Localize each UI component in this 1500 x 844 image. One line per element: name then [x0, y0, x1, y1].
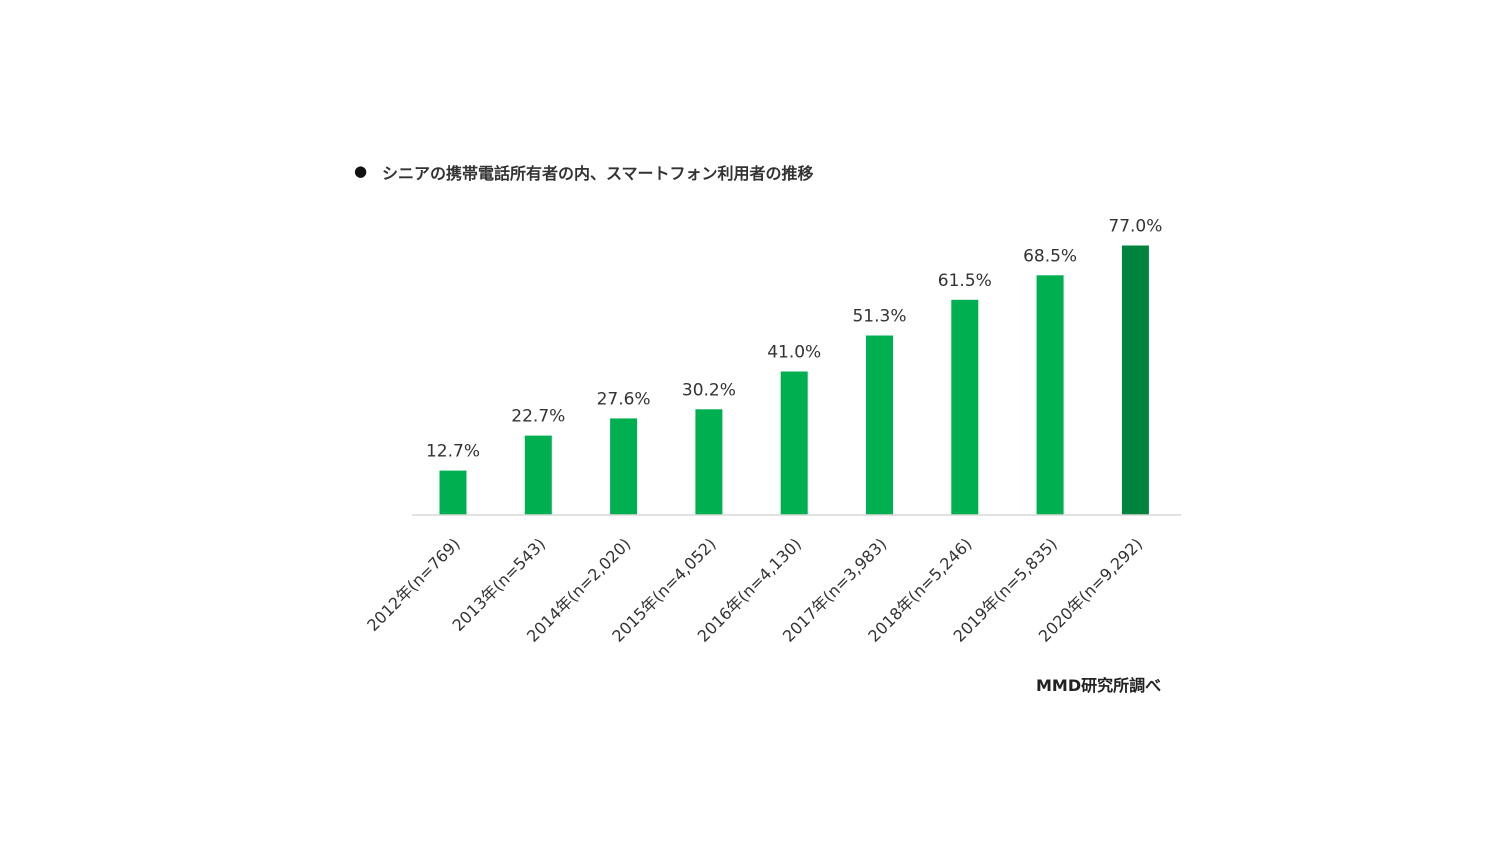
category-label-0: 2012年(n=769) — [363, 534, 464, 635]
category-label-1: 2013年(n=543) — [449, 534, 550, 635]
bar-2 — [610, 418, 638, 515]
bars-group — [439, 245, 1149, 516]
data-label-0: 12.7% — [426, 442, 480, 462]
data-labels-group: 12.7% 22.7% 27.6% 30.2% 41.0% 51.3% 61.5% 68.5%… — [426, 217, 1162, 462]
chart-title: シニアの携帯電話所有者の内、スマートフォン利用者の推移 — [382, 164, 814, 183]
data-label-3: 30.2% — [682, 380, 736, 400]
data-label-5: 51.3% — [852, 307, 906, 327]
data-label-7: 68.5% — [1023, 246, 1077, 266]
data-label-2: 27.6% — [597, 389, 651, 409]
category-labels-group: 2012年(n=769)2013年(n=543)2014年(n=2,020)20… — [363, 534, 1146, 645]
title-bullet: ● — [354, 162, 368, 180]
bar-8 — [1121, 245, 1149, 515]
source-note: MMD研究所調べ — [1036, 676, 1162, 695]
data-label-6: 61.5% — [938, 271, 992, 291]
bar-5 — [866, 335, 893, 515]
bar-6 — [951, 299, 979, 516]
bar-0 — [439, 470, 467, 515]
bar-7 — [1036, 275, 1064, 516]
bar-3 — [695, 409, 723, 515]
bar-4 — [780, 371, 808, 515]
data-label-8: 77.0% — [1108, 217, 1162, 237]
data-label-4: 41.0% — [767, 343, 821, 363]
data-label-1: 22.7% — [511, 407, 565, 427]
bar-1 — [524, 435, 552, 516]
